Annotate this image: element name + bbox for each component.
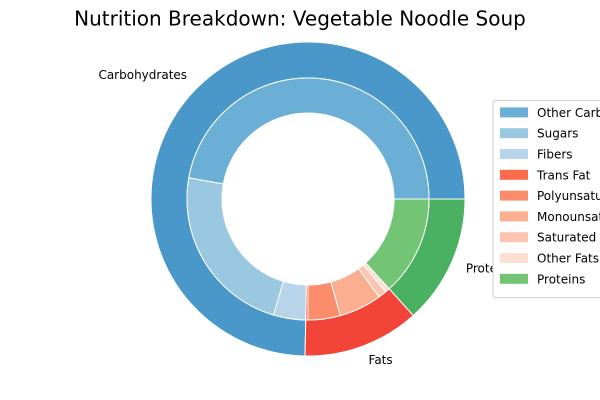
legend-label: Monounsaturated Fat bbox=[537, 210, 600, 224]
legend-swatch bbox=[500, 253, 528, 263]
legend-swatch bbox=[500, 149, 528, 159]
legend-label: Polyunsaturated Fat bbox=[537, 189, 600, 203]
legend-swatch bbox=[500, 128, 528, 139]
chart-title: Nutrition Breakdown: Vegetable Noodle So… bbox=[74, 7, 526, 31]
wedge bbox=[188, 77, 430, 200]
legend-label: Fibers bbox=[537, 148, 573, 162]
legend-label: Other Carbs bbox=[537, 106, 600, 120]
legend-swatch bbox=[500, 107, 528, 118]
legend-label: Other Fats bbox=[537, 252, 599, 266]
legend-label: Saturated Fat bbox=[537, 231, 600, 245]
legend: Other Carbs Sugars Fibers Trans Fat Polyunsa… bbox=[492, 99, 600, 299]
wedge bbox=[364, 198, 430, 290]
legend-label: Trans Fat bbox=[536, 168, 591, 182]
legend-swatch bbox=[500, 273, 528, 284]
legend-swatch bbox=[500, 232, 528, 243]
legend-swatch bbox=[500, 211, 528, 222]
legend-label: Sugars bbox=[537, 127, 578, 141]
wedge-label: Fats bbox=[369, 353, 393, 367]
legend-swatch bbox=[500, 169, 528, 180]
wedge-label: Carbohydrates bbox=[98, 68, 187, 82]
legend-swatch bbox=[500, 190, 528, 201]
legend-label: Proteins bbox=[537, 272, 585, 286]
